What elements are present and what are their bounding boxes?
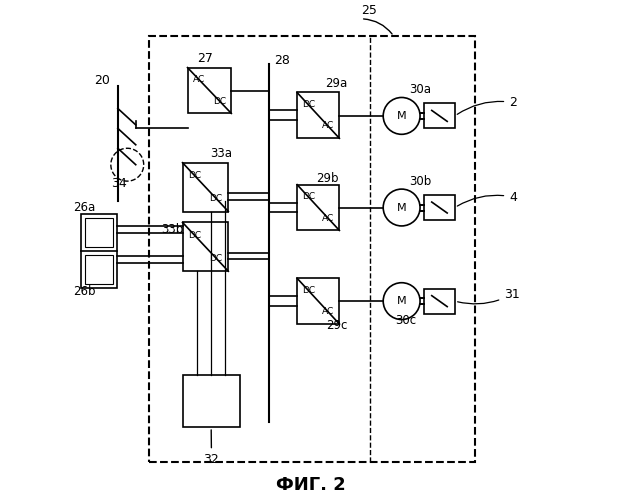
Text: AC: AC bbox=[322, 307, 334, 316]
Text: 32: 32 bbox=[203, 454, 220, 466]
Text: 4: 4 bbox=[457, 190, 517, 206]
Text: 29b: 29b bbox=[316, 172, 338, 184]
Text: DC: DC bbox=[210, 254, 223, 262]
Text: M: M bbox=[397, 111, 406, 121]
Text: 30c: 30c bbox=[396, 314, 417, 327]
Bar bbox=[424, 195, 455, 220]
Text: 30a: 30a bbox=[410, 83, 432, 96]
Text: 34: 34 bbox=[111, 177, 127, 190]
Bar bbox=[85, 255, 113, 284]
Bar bbox=[149, 36, 475, 462]
Text: AC: AC bbox=[193, 76, 205, 84]
Text: AC: AC bbox=[322, 214, 334, 222]
Bar bbox=[187, 68, 231, 114]
Bar bbox=[182, 222, 228, 272]
Text: 29a: 29a bbox=[325, 77, 347, 90]
Bar bbox=[297, 92, 340, 138]
Bar bbox=[424, 104, 455, 128]
Bar bbox=[85, 218, 113, 247]
Text: M: M bbox=[397, 296, 406, 306]
Text: AC: AC bbox=[322, 122, 334, 130]
Text: 25: 25 bbox=[361, 4, 377, 18]
Text: 2: 2 bbox=[457, 96, 517, 114]
Text: DC: DC bbox=[302, 100, 315, 110]
Text: DC: DC bbox=[213, 96, 226, 106]
Text: DC: DC bbox=[302, 192, 315, 202]
Text: 26b: 26b bbox=[73, 285, 96, 298]
Bar bbox=[297, 278, 340, 324]
Text: DC: DC bbox=[302, 286, 315, 295]
Bar bbox=[182, 375, 240, 427]
Text: 29c: 29c bbox=[326, 319, 347, 332]
Text: DC: DC bbox=[188, 172, 202, 180]
Bar bbox=[81, 214, 117, 288]
Text: DC: DC bbox=[188, 231, 202, 240]
Text: 28: 28 bbox=[274, 54, 289, 66]
Text: 26a: 26a bbox=[73, 200, 95, 213]
Text: 20: 20 bbox=[95, 74, 110, 86]
Text: 33b: 33b bbox=[162, 223, 184, 236]
Text: M: M bbox=[397, 202, 406, 212]
Text: 31: 31 bbox=[458, 288, 520, 304]
Text: 33a: 33a bbox=[210, 146, 233, 160]
Text: 30b: 30b bbox=[410, 174, 432, 188]
Bar bbox=[424, 288, 455, 314]
Text: DC: DC bbox=[210, 194, 223, 203]
Text: 27: 27 bbox=[197, 52, 213, 65]
Bar bbox=[297, 184, 340, 230]
Text: ФИГ. 2: ФИГ. 2 bbox=[276, 476, 346, 494]
Bar bbox=[182, 162, 228, 212]
